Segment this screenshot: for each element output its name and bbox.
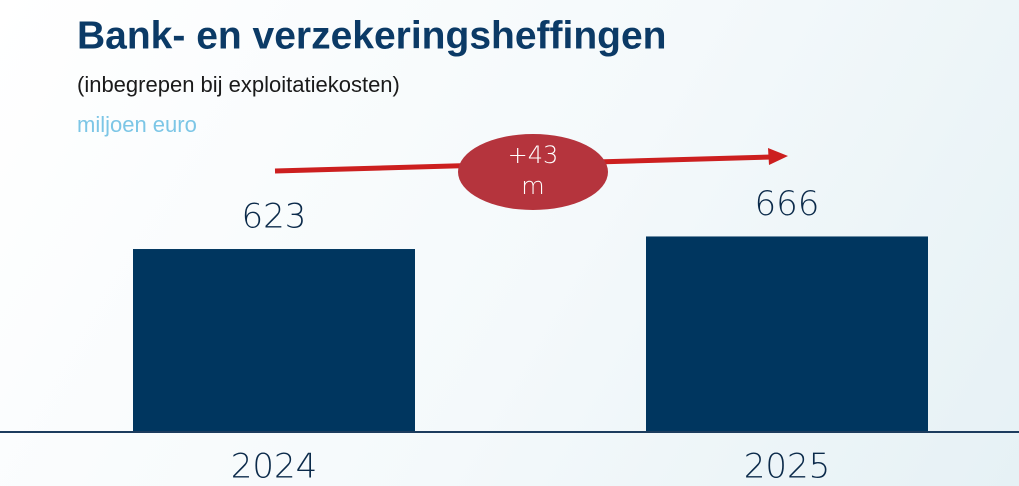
bar bbox=[646, 236, 928, 431]
value-label: 623 bbox=[242, 197, 307, 237]
annotation-bubble bbox=[458, 134, 608, 210]
arrow-head bbox=[768, 148, 788, 165]
chart-title: Bank- en verzekeringsheffingen bbox=[77, 14, 667, 57]
x-tick-label: 2024 bbox=[231, 447, 318, 486]
x-tick-label: 2025 bbox=[744, 447, 831, 486]
annotation: +43 m bbox=[507, 141, 559, 200]
chart-subtitle: (inbegrepen bij exploitatiekosten) bbox=[77, 72, 400, 97]
unit-label: miljoen euro bbox=[77, 112, 197, 137]
bar bbox=[133, 249, 415, 431]
value-label: 666 bbox=[755, 184, 820, 224]
